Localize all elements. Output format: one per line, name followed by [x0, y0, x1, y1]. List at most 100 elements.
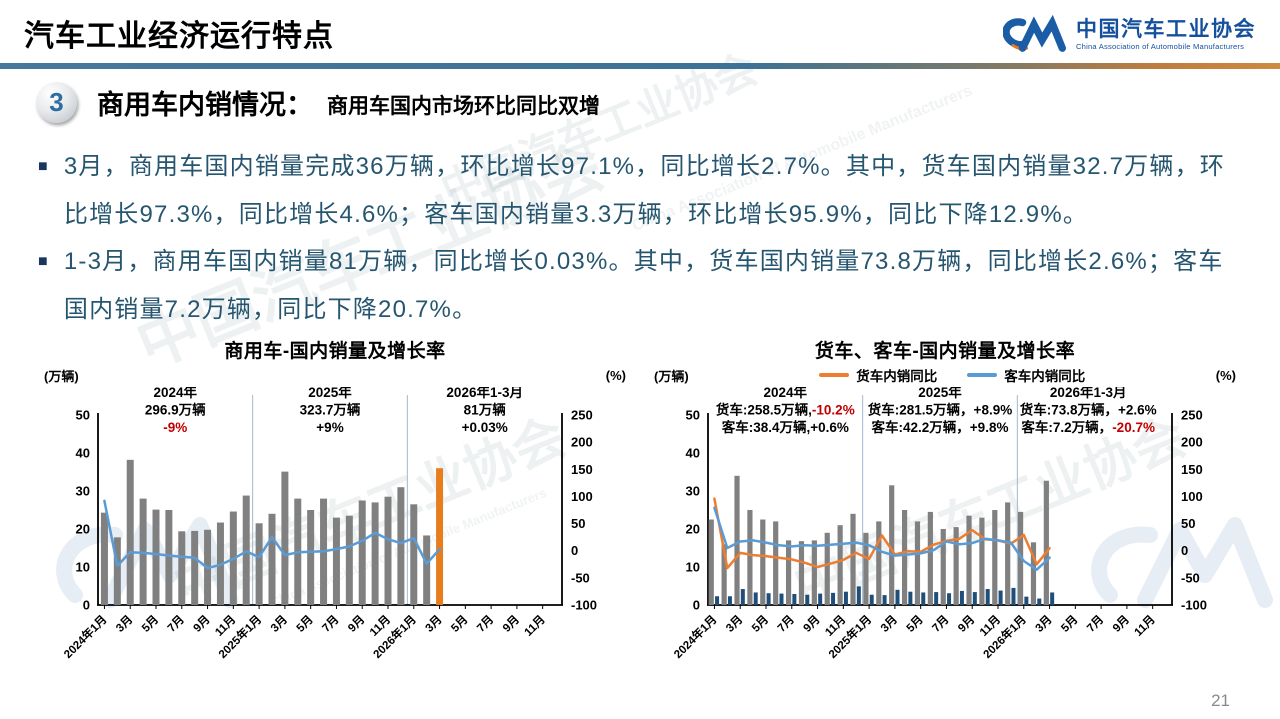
bar: [436, 468, 444, 605]
y-tick-right: -100: [1181, 598, 1207, 613]
bar: [992, 510, 998, 605]
bar: [747, 510, 753, 605]
bar: [856, 586, 861, 605]
bar: [1030, 542, 1037, 605]
bullet-list: ■ 3月，商用车国内销量完成36万辆，环比增长97.1%，同比增长2.7%。其中…: [38, 143, 1243, 333]
y-tick-right: 150: [1181, 462, 1203, 477]
y-tick-right: 150: [571, 462, 593, 477]
chart-plot-area: 0 10 20 30 40 50 -100 -50 0 50 100 150 200 250 2024年1月…: [671, 387, 1207, 661]
chart-annotation: 2025年: [308, 387, 352, 400]
chart-subheader: (万辆) (%): [40, 363, 630, 387]
bar: [727, 596, 732, 605]
x-tick-label: 9月: [955, 613, 977, 635]
chart-truck-bus-sales: 货车、客车-国内销量及增长率 (万辆) 货车内销同比 客车内销同比 (%) 0 10…: [650, 336, 1240, 689]
bar: [708, 519, 714, 605]
chart-annotation: 2024年: [154, 387, 198, 400]
bar: [947, 593, 952, 605]
cam-logo-icon: [1003, 14, 1066, 52]
bar: [779, 593, 784, 605]
bar: [895, 589, 900, 605]
chart-plot-area: 0 10 20 30 40 50 -100 -50 0 50 100 150 200 250 2024年1月…: [61, 387, 597, 661]
bar: [959, 590, 964, 605]
logo-org-name-cn: 中国汽车工业协会: [1076, 18, 1256, 42]
legend-label: 客车内销同比: [1004, 369, 1086, 384]
header-divider: [0, 63, 1280, 69]
x-tick-label: 5月: [449, 613, 471, 635]
x-tick-label: 7月: [1084, 613, 1106, 635]
section-title: 商用车内销情况：: [97, 90, 313, 120]
y-tick-left: 0: [83, 598, 90, 613]
logo-org-name-en: China Association of Automobile Manufact…: [1076, 42, 1245, 52]
y-tick-right: -100: [571, 598, 597, 613]
bar: [901, 510, 908, 605]
bar: [766, 593, 771, 605]
bar: [1043, 480, 1049, 605]
x-tick-label: 2024年1月: [61, 612, 110, 661]
chart-annotation: 客车:7.2万辆，-20.7%: [1020, 419, 1155, 435]
x-tick-label: 11月: [1132, 613, 1158, 639]
bar: [753, 592, 758, 605]
chart-annotation: 2026年1-3月: [1050, 387, 1127, 400]
bar: [934, 592, 939, 605]
bar: [740, 589, 745, 605]
bullet-text: 3月，商用车国内销量完成36万辆，环比增长97.1%，同比增长2.7%。其中，货…: [63, 153, 1225, 228]
chart-title: 货车、客车-国内销量及增长率: [814, 341, 1076, 362]
bar: [165, 510, 173, 605]
x-tick-label: 7月: [775, 613, 797, 635]
x-tick-label: 5月: [904, 613, 926, 635]
bar: [345, 515, 353, 605]
bar: [837, 525, 843, 605]
bar: [876, 521, 882, 605]
bar: [126, 459, 134, 605]
chart-annotation: +9%: [316, 420, 343, 435]
y-tick-left: 20: [76, 522, 90, 537]
bar: [843, 591, 848, 605]
x-tick-label: 7月: [930, 613, 952, 635]
bar: [1050, 592, 1055, 605]
x-tick-label: 9月: [345, 613, 367, 635]
chart-commercial-vehicle-sales: 商用车-国内销量及增长率 (万辆) (%) 0 10 20 30 40 50 -100 -50…: [40, 336, 630, 689]
bar: [281, 471, 289, 605]
bar: [805, 594, 810, 605]
bar: [358, 500, 366, 605]
x-tick-label: 9月: [1110, 613, 1132, 635]
bar: [191, 530, 199, 605]
x-tick-label: 3月: [723, 613, 745, 635]
y-tick-right: 0: [1181, 543, 1188, 558]
y-tick-right: 200: [1181, 435, 1203, 450]
y-axis-unit-left: (万辆): [654, 368, 689, 384]
chart-annotation: 2026年1-3月: [446, 387, 523, 400]
bar: [785, 540, 792, 605]
bar: [734, 475, 740, 605]
x-tick-label: 7月: [165, 613, 187, 635]
logo-text: 中国汽车工业协会 China Association of Automobile…: [1076, 18, 1256, 51]
bar: [966, 515, 972, 605]
x-tick-label: 7月: [320, 613, 342, 635]
chart-annotation: 客车:42.2万辆，+9.8%: [871, 419, 1009, 435]
bar: [410, 504, 418, 605]
bar: [818, 593, 823, 605]
chart-annotation: 323.7万辆: [300, 402, 361, 418]
x-tick-label: 3月: [113, 613, 135, 635]
y-axis-unit-left: (万辆): [44, 368, 79, 384]
y-tick-left: 40: [686, 446, 700, 461]
bar: [940, 529, 946, 605]
x-tick-label: 2024年1月: [671, 612, 720, 661]
legend-item: 货车内销同比: [819, 365, 937, 385]
chart-title: 商用车-国内销量及增长率: [224, 341, 446, 362]
legend-swatch-icon: [819, 373, 850, 377]
bar: [255, 523, 263, 605]
chart-legend: 货车内销同比 客车内销同比: [819, 365, 1085, 385]
bar: [882, 595, 887, 605]
y-tick-left: 10: [76, 560, 90, 575]
x-tick-label: 3月: [1033, 613, 1055, 635]
bar: [972, 592, 977, 605]
bar: [1005, 502, 1011, 605]
x-tick-label: 5月: [294, 613, 316, 635]
list-item: ■ 3月，商用车国内销量完成36万辆，环比增长97.1%，同比增长2.7%。其中…: [38, 143, 1243, 238]
bar: [1024, 596, 1029, 605]
x-tick-label: 9月: [801, 613, 823, 635]
bar: [100, 512, 108, 605]
bar: [914, 521, 921, 605]
chart-subheader: (万辆) 货车内销同比 客车内销同比 (%): [650, 363, 1240, 387]
